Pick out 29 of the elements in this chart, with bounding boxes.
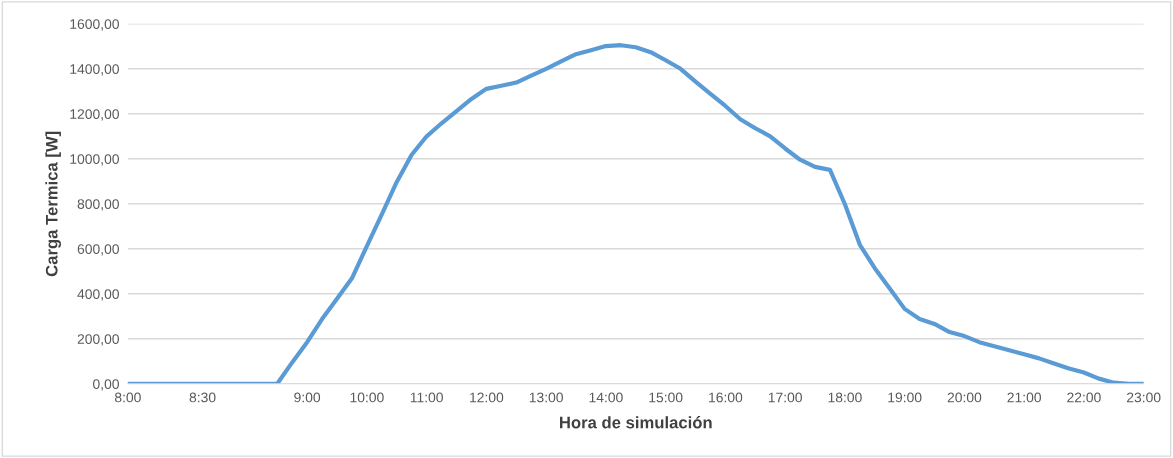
y-tick-label: 400,00 [77,289,119,301]
x-tick-label: 9:00 [294,392,321,403]
x-tick-label: 10:00 [350,392,384,403]
y-tick-label: 1600,00 [70,19,119,31]
x-axis-title: Hora de simulación [560,416,712,429]
x-tick-label: 8:00 [114,392,141,403]
x-tick-label: 21:00 [1007,392,1041,403]
y-tick-label: 600,00 [77,244,119,256]
x-tick-label: 19:00 [888,392,922,403]
x-tick-label: 11:00 [410,392,443,403]
y-tick-label: 800,00 [77,199,119,211]
line-series [127,43,1144,384]
x-tick-label: 23:00 [1127,392,1161,403]
x-tick-label: 15:00 [649,392,683,403]
x-tick-label: 22:00 [1067,392,1101,403]
x-tick-label: 18:00 [828,392,862,403]
x-tick-label: 12:00 [470,392,504,403]
y-tick-label: 1200,00 [70,109,119,121]
x-tick-label: 13:00 [529,392,563,403]
y-tick-label: 1000,00 [70,154,119,166]
x-tick-label: 20:00 [947,392,982,403]
x-tick-label: 16:00 [709,392,743,403]
y-tick-label: 1400,00 [70,64,119,76]
x-tick-label: 8:30 [189,392,216,403]
y-tick-label: 0,00 [93,379,119,391]
y-axis-title: Carga Termica [W] [45,131,61,277]
y-tick-label: 200,00 [77,334,119,346]
x-tick-label: 14:00 [589,392,623,403]
x-tick-label: 17:00 [768,392,802,403]
